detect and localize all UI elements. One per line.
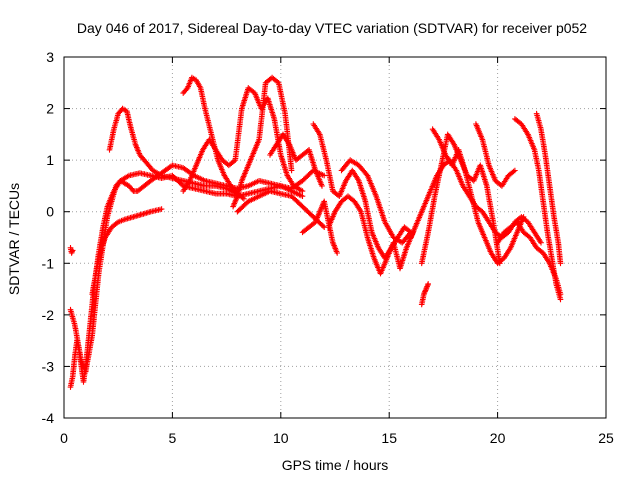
data-point (557, 296, 564, 303)
x-axis-label: GPS time / hours (282, 457, 389, 473)
series-arc-2 (67, 167, 327, 390)
data-point (538, 239, 544, 246)
data-point (421, 290, 428, 296)
x-tick-label: 20 (490, 430, 506, 446)
series-arc-14 (338, 157, 414, 246)
data-point (158, 206, 165, 212)
data-point (129, 187, 136, 193)
series-arc-6 (180, 74, 241, 197)
data-point (239, 195, 246, 201)
data-point (319, 183, 325, 189)
plot-frame (63, 56, 607, 419)
data-point (422, 287, 429, 294)
y-tick-label: 0 (46, 204, 54, 220)
series-arc-5 (106, 105, 247, 202)
data-point (510, 168, 517, 175)
data-point (557, 291, 564, 297)
series-arc-10 (267, 131, 325, 189)
data-point (320, 223, 326, 229)
data-point (321, 172, 327, 179)
data-point (557, 260, 564, 267)
series-arc-22 (494, 219, 564, 297)
x-tick-label: 15 (381, 430, 397, 446)
data-point (299, 188, 306, 194)
data-point (69, 248, 75, 255)
x-tick-label: 5 (169, 430, 177, 446)
y-tick-label: 3 (46, 49, 54, 65)
chart-title: Day 046 of 2017, Sidereal Day-to-day VTE… (77, 20, 587, 36)
data-point (520, 214, 527, 220)
series-arc-1 (67, 245, 76, 256)
y-tick-label: -4 (42, 410, 55, 426)
series-arc-18 (429, 126, 527, 267)
data-point (69, 247, 76, 254)
series-arc-4 (89, 206, 165, 297)
data-point (363, 171, 370, 178)
tick-labels: 0 5 10 15 20 25 -4 -3 -2 -1 0 1 2 3 (42, 49, 614, 446)
data-point (288, 167, 295, 174)
x-tick-label: 10 (273, 430, 289, 446)
series-arc-3 (67, 162, 306, 375)
x-tick-label: 0 (60, 430, 68, 446)
series-arc-13 (325, 193, 416, 277)
axis-ticks (63, 56, 607, 419)
data-point (425, 281, 431, 287)
x-tick-label: 25 (598, 430, 614, 446)
data-point (299, 193, 306, 199)
data-point (241, 196, 247, 202)
data-points (67, 74, 564, 390)
data-point (334, 250, 340, 256)
y-tick-label: -3 (42, 358, 55, 374)
series-arc-19 (473, 121, 518, 189)
data-point (512, 167, 518, 174)
data-point (114, 220, 120, 226)
grid (64, 57, 606, 418)
series-arc-15 (418, 281, 431, 308)
y-tick-label: -2 (42, 307, 55, 323)
data-point (424, 283, 430, 290)
series-arc-21 (533, 110, 564, 267)
y-tick-label: -1 (42, 255, 55, 271)
y-tick-label: 1 (46, 152, 54, 168)
y-tick-label: 2 (46, 101, 54, 117)
y-axis-label: SDTVAR / TECUs (6, 183, 22, 295)
